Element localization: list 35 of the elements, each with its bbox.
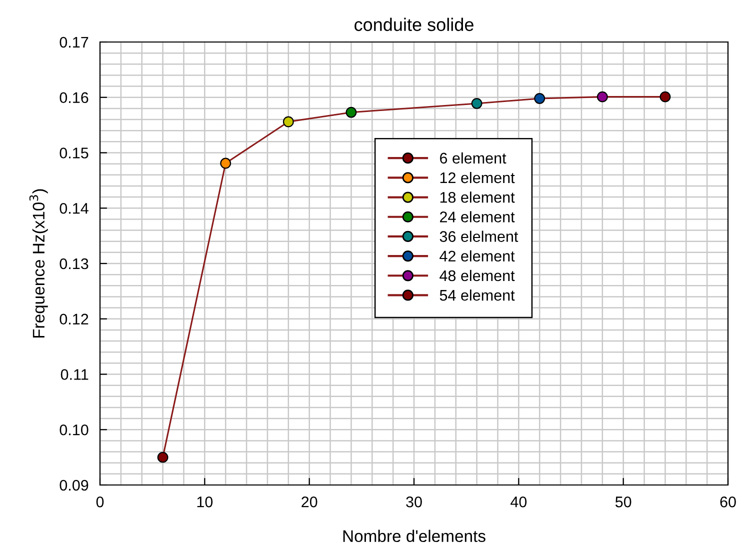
x-tick-label: 50 — [615, 496, 632, 508]
point — [282, 116, 294, 128]
legend-label: 48 element — [440, 270, 515, 282]
y-tick-label: 0.09 — [60, 480, 88, 491]
point — [596, 91, 608, 102]
point — [346, 106, 357, 118]
y-tick-label: 0.12 — [60, 314, 88, 325]
legend-label: 6 element — [440, 152, 506, 164]
y-tick-label: 0.16 — [60, 92, 88, 104]
y-tick-label: 0.15 — [60, 148, 88, 158]
legend-label: 36 elelment — [440, 230, 518, 242]
y-tick-label: 0.10 — [60, 424, 88, 436]
point — [660, 91, 671, 102]
legend-label: 18 element — [440, 192, 515, 203]
point — [534, 93, 546, 104]
point — [471, 98, 482, 109]
x-tick-label: 0 — [96, 496, 104, 508]
y-tick-label: 0.14 — [60, 202, 88, 214]
legend-label: 42 element — [440, 250, 515, 262]
legend-label: 12 element — [440, 172, 515, 184]
chart-title: conduite solide — [354, 18, 474, 32]
point — [157, 452, 168, 463]
x-tick-label: 40 — [510, 496, 527, 508]
y-tick-label: 0.11 — [60, 369, 88, 380]
x-tick-label: 20 — [302, 496, 318, 508]
x-axis-title: Nombre d'elements — [343, 530, 486, 542]
point — [220, 158, 232, 169]
legend-label: 24 element — [440, 211, 515, 222]
legend-label: 54 element — [440, 290, 515, 301]
y-axis-title: Frequence Hz(x10$^{3}$) — [29, 189, 48, 338]
x-tick-label: 10 — [197, 496, 213, 508]
x-tick-label: 30 — [406, 496, 422, 508]
y-tick-label: 0.13 — [60, 258, 88, 270]
y-tick-label: 0.17 — [60, 36, 88, 48]
x-tick-label: 60 — [720, 496, 736, 508]
